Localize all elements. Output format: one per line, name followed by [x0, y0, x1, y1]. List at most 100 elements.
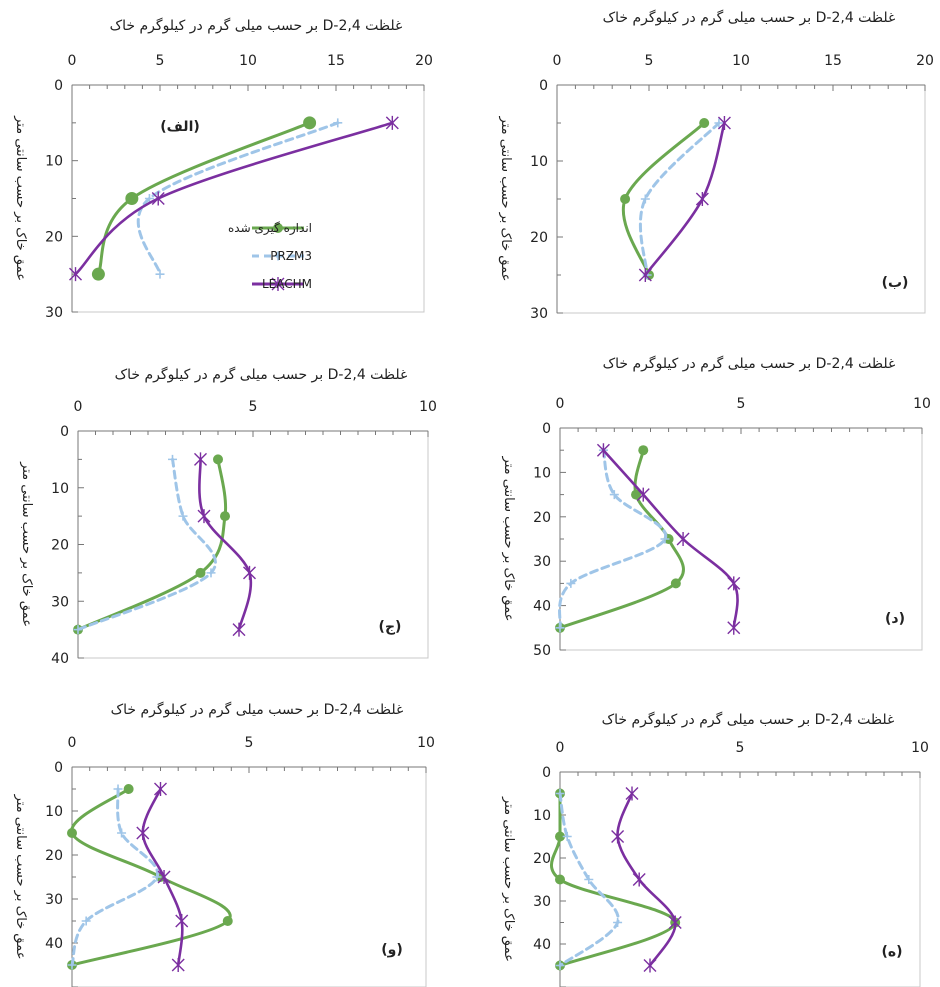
- plot-frame: [71, 84, 425, 313]
- przm3-point: [333, 118, 343, 128]
- x-tick-label: 20: [916, 53, 934, 69]
- series-przm3: [67, 784, 162, 970]
- przm3-point: [117, 828, 127, 838]
- y-tick-label: 10: [51, 481, 69, 497]
- leachm-point: [636, 487, 650, 502]
- leachm-point: [232, 622, 246, 637]
- przm3-point: [566, 578, 576, 588]
- x-tick-label: 0: [556, 396, 565, 412]
- panel-label: (و): [381, 942, 403, 958]
- panel-label: (د): [885, 611, 905, 627]
- measured-point: [222, 916, 233, 926]
- x-tick-label: 10: [419, 399, 437, 415]
- x-tick-label: 10: [417, 735, 435, 751]
- y-tick-label: 30: [45, 892, 63, 908]
- przm3-point: [178, 511, 188, 521]
- measured-line: [96, 121, 312, 276]
- leachm-point: [157, 870, 171, 884]
- leachm-point: [175, 914, 189, 928]
- y-tick-label: 30: [51, 594, 69, 610]
- panel-label: (الف): [160, 119, 200, 135]
- measured-point: [555, 874, 565, 885]
- series-leachm: [69, 115, 399, 282]
- y-tick-label: 30: [45, 305, 63, 321]
- x-tick-label: 10: [239, 53, 257, 69]
- panel-label: (ب): [882, 275, 909, 291]
- panel-label: (ه): [881, 944, 902, 960]
- measured-point: [91, 267, 105, 281]
- przm3-point: [273, 251, 283, 261]
- measured-point: [195, 567, 206, 578]
- x-tick-label: 5: [245, 735, 254, 751]
- leachm-point: [385, 115, 399, 130]
- measured-point: [631, 489, 642, 500]
- plot-frame: [559, 771, 921, 987]
- przm3-point: [168, 454, 177, 464]
- x-tick-label: 15: [327, 53, 345, 69]
- y-tick-label: 10: [533, 808, 551, 824]
- legend: اندازه گیری شده PRZM3 LEACHM: [228, 221, 312, 291]
- series-przm3: [136, 118, 343, 279]
- y-tick-label: 20: [51, 538, 69, 554]
- x-tick-label: 10: [913, 396, 931, 412]
- series-leachm: [194, 452, 256, 637]
- chart-panel-he: 0 5 10 0 10 20 30 40 غلظت 2,4-D بر حسب میلی گرم …: [501, 711, 929, 987]
- measured-point: [699, 118, 710, 128]
- measured-point: [638, 445, 649, 456]
- leachm-point: [625, 786, 639, 801]
- chart-panel-vav: 0 5 10 0 10 20 30 40 غلظت 2,4-D بر حسب میلی گرم …: [13, 701, 435, 987]
- przm3-point: [555, 623, 565, 633]
- measured-point: [67, 828, 77, 838]
- leachm-line: [198, 458, 253, 631]
- measured-line: [70, 787, 232, 967]
- series-przm3: [555, 789, 623, 970]
- x-tick-label: 0: [68, 53, 77, 69]
- x-tick-label: 5: [736, 740, 745, 756]
- leachm-point: [151, 191, 165, 206]
- przm3-point: [609, 490, 619, 500]
- y-tick-label: 30: [530, 306, 548, 322]
- series-leachm: [596, 443, 741, 635]
- measured-point: [303, 116, 317, 130]
- przm3-point: [73, 625, 83, 635]
- y-axis-label: عمق خاک بر حسب سانتی متر: [13, 794, 28, 960]
- przm3-point: [152, 872, 162, 882]
- x-tick-label: 10: [732, 53, 750, 69]
- leachm-point: [727, 620, 741, 635]
- przm3-point: [81, 916, 91, 926]
- leachm-point: [136, 826, 150, 840]
- x-tick-label: 5: [249, 399, 258, 415]
- x-tick-label: 5: [737, 396, 746, 412]
- y-tick-label: 10: [45, 154, 63, 170]
- measured-point: [123, 784, 134, 794]
- series-leachm: [638, 116, 731, 282]
- x-tick-label: 0: [556, 740, 565, 756]
- przm3-point: [613, 918, 623, 927]
- plot-frame: [77, 430, 429, 659]
- measured-point: [620, 194, 631, 204]
- leachm-point: [194, 452, 207, 467]
- x-tick-label: 0: [553, 53, 562, 69]
- legend-label-przm3: PRZM3: [270, 249, 312, 263]
- leachm-point: [668, 915, 682, 930]
- y-axis-label: عمق خاک بر حسب سانتی متر: [501, 456, 516, 622]
- chart-panel-alef: 0 5 10 15 20 0 10 20 30 غلظت 2,4-D بر حسب میلی گر…: [13, 17, 433, 321]
- leachm-point: [695, 192, 709, 206]
- leachm-point: [69, 267, 83, 282]
- chart-panel-jim: 0 5 10 0 10 20 30 40 غلظت D-2,4 بر حسب میلی گرم …: [19, 366, 437, 667]
- y-tick-label: 30: [533, 894, 551, 910]
- series-measured: [550, 788, 681, 971]
- przm3-point: [67, 960, 77, 970]
- chart-title: غلظت 2,4-D بر حسب میلی گرم در کیلوگرم خا…: [603, 355, 896, 372]
- legend-item-measured: اندازه گیری شده: [228, 221, 312, 236]
- przm3-point: [113, 784, 123, 794]
- przm3-line: [76, 457, 217, 632]
- chart-title: غلظت 2,4-D بر حسب میلی گرم در کیلوگرم خا…: [110, 17, 403, 34]
- przm3-point: [562, 832, 572, 841]
- legend-item-przm3: PRZM3: [252, 249, 312, 263]
- chart-title: غلظت 2,4-D بر حسب میلی گرم در کیلوگرم خا…: [111, 701, 404, 718]
- y-tick-label: 20: [533, 851, 551, 867]
- measured-point: [220, 511, 230, 522]
- leachm-point: [717, 116, 731, 130]
